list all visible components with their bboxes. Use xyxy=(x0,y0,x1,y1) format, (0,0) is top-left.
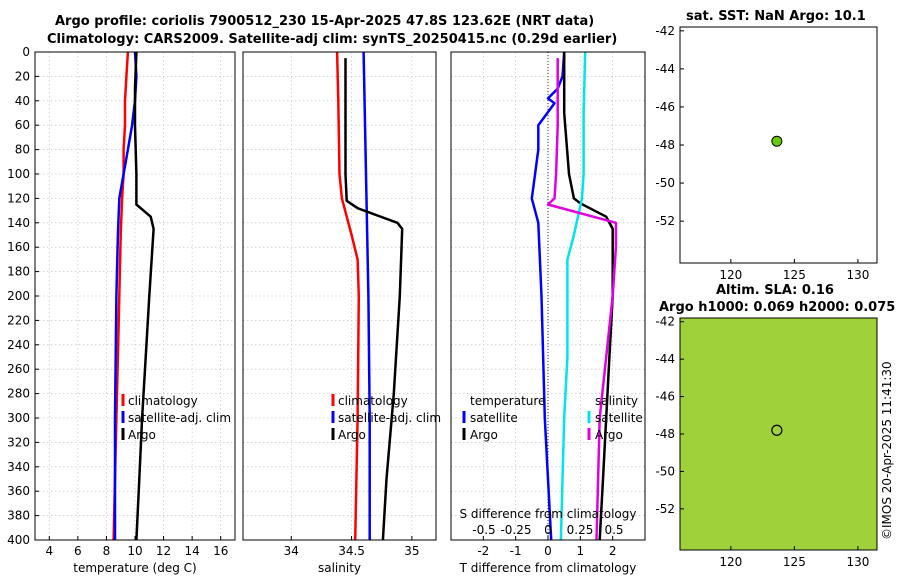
salinity-tick-label: -0.5 xyxy=(472,523,495,537)
y-tick-label: 260 xyxy=(7,362,30,376)
y-tick-label: 340 xyxy=(7,460,30,474)
y-tick-label: 360 xyxy=(7,484,30,498)
y-tick-label: 40 xyxy=(15,94,30,108)
y-tick-label: -46 xyxy=(655,390,675,404)
y-tick-label: 320 xyxy=(7,435,30,449)
salinity-axis-label: S difference from climatology xyxy=(460,507,637,521)
x-tick-label: -2 xyxy=(477,544,489,558)
salinity-tick-label: 0.5 xyxy=(604,523,623,537)
panel-frame xyxy=(242,51,437,541)
legend-label: Argo xyxy=(595,428,623,442)
series-line-temperature-argo xyxy=(562,52,614,541)
sla-map-frame xyxy=(679,317,878,551)
y-tick-label: -50 xyxy=(655,464,675,478)
sla-background xyxy=(680,318,877,550)
y-tick-label: -48 xyxy=(655,138,675,152)
x-tick-label: 16 xyxy=(213,544,228,558)
series-line-satellite-adj-clim xyxy=(362,51,371,540)
x-tick-label: 2 xyxy=(609,544,617,558)
legend-label: climatology xyxy=(338,394,408,408)
x-axis-label: salinity xyxy=(318,561,361,575)
sst-panel-title: sat. SST: NaN Argo: 10.1 xyxy=(686,9,866,24)
y-tick-label: 80 xyxy=(15,143,30,157)
y-tick-label: -50 xyxy=(655,176,675,190)
x-tick-label: 10 xyxy=(127,544,142,558)
y-tick-label: -48 xyxy=(655,427,675,441)
y-tick-label: 100 xyxy=(7,167,30,181)
sla-panel-title-1: Altim. SLA: 0.16 xyxy=(716,283,834,298)
x-tick-label: -1 xyxy=(510,544,522,558)
title-line-1: Argo profile: coriolis 7900512_230 15-Ap… xyxy=(55,14,595,29)
title-line-2: Climatology: CARS2009. Satellite-adj cli… xyxy=(47,32,618,47)
x-tick-label: 125 xyxy=(783,555,806,569)
legend-label: satellite-adj. clim xyxy=(128,411,231,425)
y-tick-label: 240 xyxy=(7,338,30,352)
y-tick-label: -52 xyxy=(655,502,675,516)
series-line-climatology xyxy=(112,51,130,541)
y-tick-label: -44 xyxy=(655,62,675,76)
sst-map-frame xyxy=(679,26,878,264)
y-tick-label: 280 xyxy=(7,387,30,401)
argo-float-marker xyxy=(771,424,783,436)
sla-panel-title-2: Argo h1000: 0.069 h2000: 0.075 xyxy=(659,300,896,315)
x-tick-label: 130 xyxy=(846,268,869,282)
legend-label: satellite xyxy=(470,411,518,425)
y-tick-label: 20 xyxy=(15,69,30,83)
x-tick-label: 125 xyxy=(783,268,806,282)
x-tick-label: 0 xyxy=(544,544,552,558)
y-tick-label: -46 xyxy=(655,100,675,114)
legend-title-salinity: salinity xyxy=(595,394,638,408)
y-tick-label: 300 xyxy=(7,411,30,425)
salinity-tick-label: 0.25 xyxy=(567,523,594,537)
x-tick-label: 34.5 xyxy=(338,544,365,558)
y-tick-label: 380 xyxy=(7,509,30,523)
x-axis-label: T difference from climatology xyxy=(459,561,637,575)
x-tick-label: 34 xyxy=(284,544,299,558)
x-tick-label: 6 xyxy=(74,544,82,558)
series-line-climatology xyxy=(335,51,361,541)
y-tick-label: -52 xyxy=(655,214,675,228)
panel-frame xyxy=(450,51,646,541)
y-tick-label: 140 xyxy=(7,216,30,230)
x-tick-label: 1 xyxy=(577,544,585,558)
salinity-tick-label: 0 xyxy=(544,523,552,537)
y-tick-label: -44 xyxy=(655,352,675,366)
y-tick-label: 400 xyxy=(7,533,30,547)
argo-float-marker xyxy=(771,135,783,147)
y-tick-label: -42 xyxy=(655,315,675,329)
x-tick-label: 4 xyxy=(45,544,53,558)
x-tick-label: 120 xyxy=(719,268,742,282)
legend-label: Argo xyxy=(470,428,498,442)
x-tick-label: 12 xyxy=(156,544,171,558)
legend-label: Argo xyxy=(338,428,366,442)
y-tick-label: 0 xyxy=(22,45,30,59)
y-tick-label: -42 xyxy=(655,24,675,38)
legend-label: satellite-adj. clim xyxy=(338,411,441,425)
x-tick-label: 14 xyxy=(185,544,200,558)
series-line-salinity-argo xyxy=(546,58,618,541)
x-tick-label: 35 xyxy=(404,544,419,558)
y-tick-label: 180 xyxy=(7,265,30,279)
series-line-argo xyxy=(344,58,404,541)
y-tick-label: 220 xyxy=(7,313,30,327)
legend-label: Argo xyxy=(128,428,156,442)
salinity-tick-label: -0.25 xyxy=(500,523,531,537)
x-axis-label: temperature (deg C) xyxy=(73,561,196,575)
series-line-salinity-satellite xyxy=(559,51,587,541)
x-tick-label: 120 xyxy=(719,555,742,569)
y-tick-label: 60 xyxy=(15,118,30,132)
legend-title-temperature: temperature xyxy=(470,394,545,408)
y-tick-label: 200 xyxy=(7,289,30,303)
legend-label: satellite xyxy=(595,411,643,425)
legend-label: climatology xyxy=(128,394,198,408)
x-tick-label: 130 xyxy=(846,555,869,569)
x-tick-label: 8 xyxy=(103,544,111,558)
y-tick-label: 160 xyxy=(7,240,30,254)
y-tick-label: 120 xyxy=(7,191,30,205)
series-line-argo xyxy=(133,51,155,541)
